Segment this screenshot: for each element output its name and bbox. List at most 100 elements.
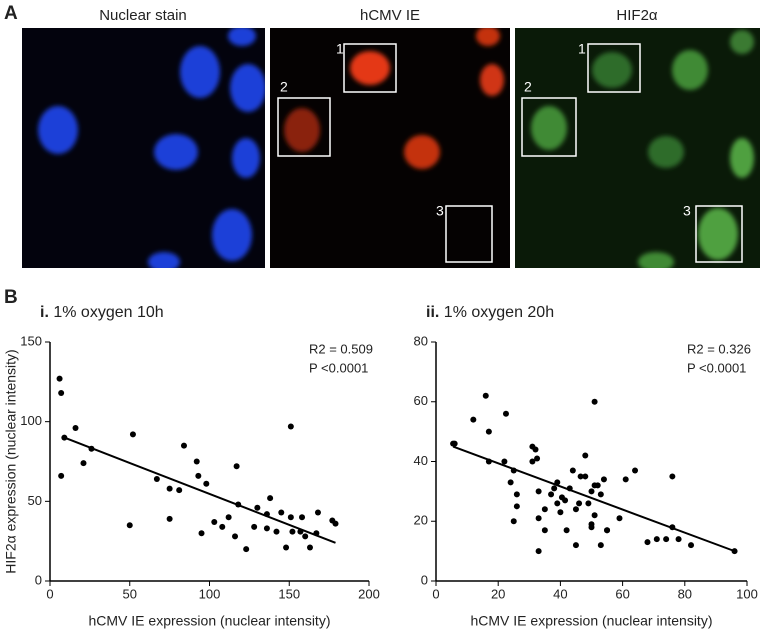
point: [126, 522, 133, 529]
chart-title-text: 1% oxygen 10h: [53, 304, 163, 321]
point: [72, 425, 79, 432]
point: [299, 514, 306, 521]
image-title: Nuclear stain: [99, 7, 187, 24]
point: [572, 506, 579, 513]
y-tick-label: 40: [414, 453, 428, 468]
box-label: 1: [578, 41, 586, 57]
point: [582, 473, 589, 480]
point: [563, 527, 570, 534]
x-tick-label: 60: [615, 586, 629, 601]
point: [243, 546, 250, 553]
point: [507, 479, 514, 486]
x-tick-label: 20: [491, 586, 505, 601]
chart-title: ii. 1% oxygen 20h: [426, 304, 554, 321]
chart-numeral: ii.: [426, 304, 439, 321]
point: [203, 480, 210, 487]
point: [198, 530, 205, 537]
micrograph: [270, 28, 510, 268]
point: [129, 431, 136, 438]
y-tick-label: 20: [414, 513, 428, 528]
point: [548, 491, 555, 498]
y-axis-label: HIF2α expression (nuclear intensity): [3, 349, 19, 573]
point: [562, 497, 569, 504]
point: [669, 473, 676, 480]
point: [302, 533, 309, 540]
point: [263, 525, 270, 532]
point: [233, 463, 240, 470]
point: [554, 500, 561, 507]
point: [600, 476, 607, 483]
point: [451, 440, 458, 447]
annotation: R2 = 0.326: [687, 341, 751, 356]
y-tick-label: 0: [421, 572, 428, 587]
point: [219, 523, 226, 530]
point: [176, 487, 183, 494]
x-tick-label: 40: [553, 586, 567, 601]
point: [287, 423, 294, 430]
point: [166, 485, 173, 492]
point: [541, 527, 548, 534]
y-tick-label: 0: [35, 572, 42, 587]
point: [289, 528, 296, 535]
point: [482, 392, 489, 399]
point: [58, 472, 65, 479]
annotation: R2 = 0.509: [309, 341, 373, 356]
x-tick-label: 200: [358, 586, 380, 601]
point: [597, 491, 604, 498]
point: [591, 512, 598, 519]
point: [502, 410, 509, 417]
point: [557, 509, 564, 516]
point: [510, 518, 517, 525]
x-tick-label: 80: [678, 586, 692, 601]
point: [534, 455, 541, 462]
point: [314, 509, 321, 516]
point: [535, 515, 542, 522]
x-axis-label: hCMV IE expression (nuclear intensity): [89, 613, 331, 629]
point: [572, 542, 579, 549]
point: [577, 473, 584, 480]
point: [306, 544, 313, 551]
point: [569, 467, 576, 474]
point: [532, 446, 539, 453]
point: [675, 536, 682, 543]
x-tick-label: 0: [46, 586, 53, 601]
x-axis-label: hCMV IE expression (nuclear intensity): [471, 613, 713, 629]
point: [588, 488, 595, 495]
panel-label: A: [4, 3, 18, 24]
micrograph: [22, 28, 265, 268]
image-title: HIF2α: [616, 7, 658, 24]
point: [273, 528, 280, 535]
point: [594, 482, 601, 489]
point: [644, 539, 651, 546]
y-tick-label: 50: [28, 493, 42, 508]
annotation: P <0.0001: [309, 360, 368, 375]
point: [622, 476, 629, 483]
point: [211, 519, 218, 526]
y-tick-label: 100: [20, 413, 42, 428]
fit-line: [452, 445, 735, 553]
box-label: 3: [683, 203, 691, 219]
chart-title: i. 1% oxygen 10h: [40, 304, 164, 321]
point: [529, 458, 536, 465]
point: [287, 514, 294, 521]
point: [541, 506, 548, 513]
point: [283, 544, 290, 551]
point: [485, 428, 492, 435]
point: [588, 521, 595, 528]
point: [576, 500, 583, 507]
point: [195, 472, 202, 479]
point: [616, 515, 623, 522]
y-tick-label: 150: [20, 333, 42, 348]
box-label: 3: [436, 203, 444, 219]
box-label: 2: [524, 79, 532, 95]
micrograph: [515, 28, 760, 268]
point: [232, 533, 239, 540]
x-tick-label: 100: [736, 586, 758, 601]
point: [470, 416, 477, 423]
point: [632, 467, 639, 474]
point: [585, 500, 592, 507]
x-tick-label: 0: [432, 586, 439, 601]
chart-numeral: i.: [40, 304, 49, 321]
point: [604, 527, 611, 534]
point: [551, 485, 558, 492]
